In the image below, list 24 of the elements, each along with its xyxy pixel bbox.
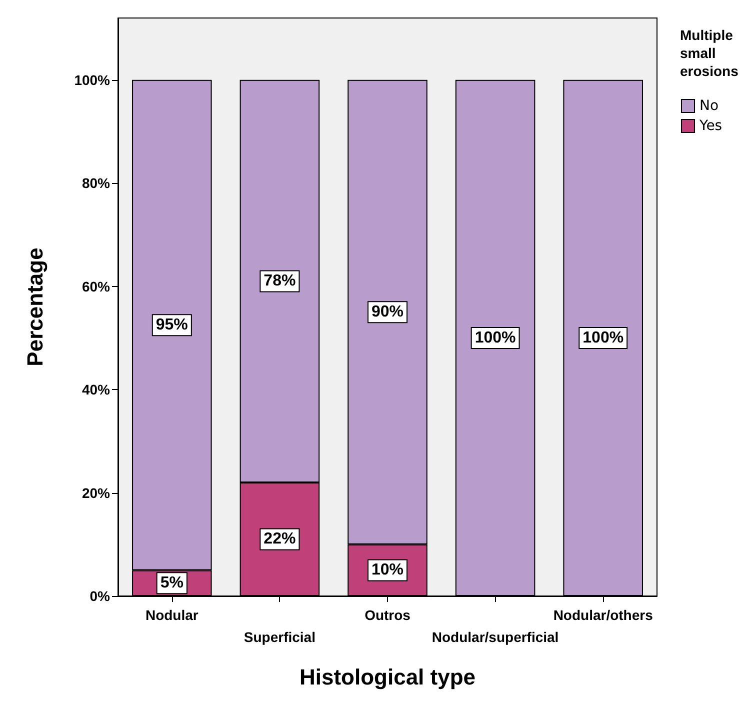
x-tick-label: Superficial [244, 629, 316, 645]
y-axis-title: Percentage [22, 248, 48, 366]
data-label: 10% [371, 562, 404, 579]
data-label: 95% [156, 316, 188, 334]
y-tick-label: 20% [82, 484, 111, 501]
data-label: 78% [264, 272, 296, 290]
x-axis-title: Histological type [299, 664, 476, 690]
legend-label: Yes [698, 118, 722, 134]
data-label: 22% [264, 530, 296, 548]
x-tick-label: Nodular [145, 607, 199, 623]
data-label: 5% [160, 574, 184, 592]
y-tick-label: 100% [74, 72, 111, 88]
data-label: 100% [474, 329, 516, 346]
legend-title: Multiple small erosions [680, 27, 739, 79]
legend-label: No [700, 98, 719, 114]
x-tick-label: Nodular/superficial [432, 629, 559, 645]
y-tick-label: 0% [90, 588, 111, 604]
x-tick-label: Outros [364, 607, 411, 623]
data-label: 100% [582, 329, 624, 346]
data-label: 90% [371, 304, 404, 321]
y-tick-label: 40% [82, 382, 111, 398]
y-tick-label: 80% [82, 175, 111, 192]
y-tick-label: 60% [82, 278, 111, 294]
x-tick-label: Nodular/others [553, 607, 654, 623]
